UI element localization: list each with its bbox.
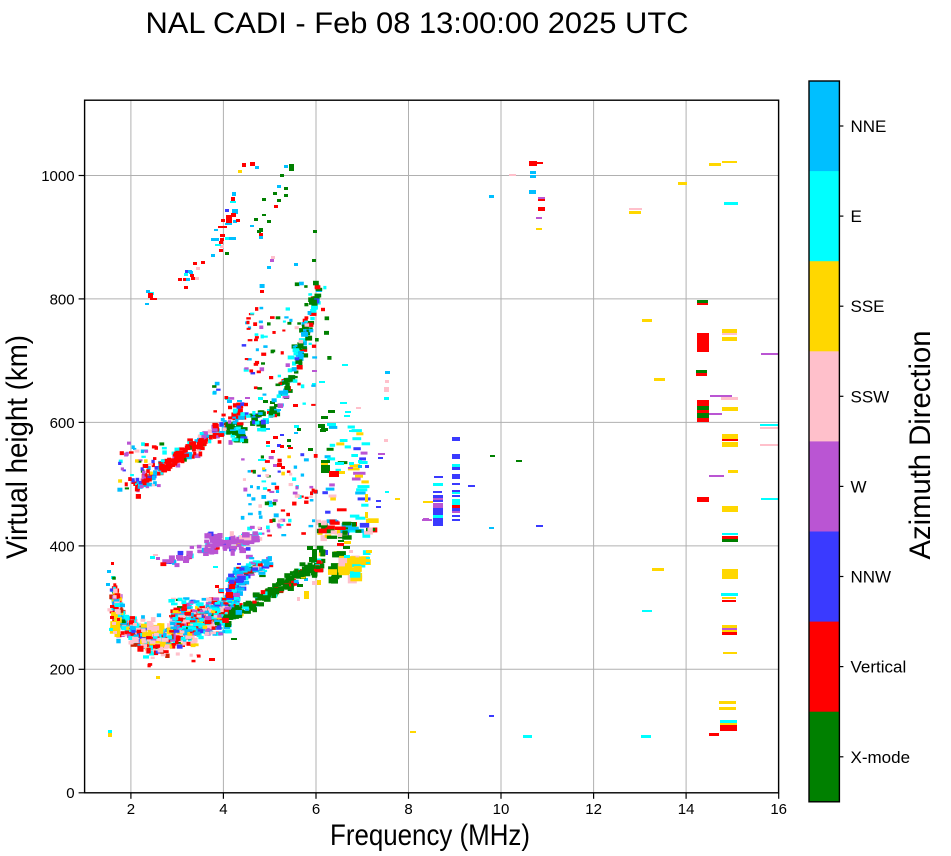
svg-text:600: 600 <box>50 415 75 432</box>
svg-text:4: 4 <box>219 801 227 818</box>
svg-text:8: 8 <box>404 801 412 818</box>
svg-text:400: 400 <box>50 538 75 555</box>
svg-text:W: W <box>851 477 867 496</box>
svg-text:SSW: SSW <box>851 387 890 406</box>
svg-text:NNE: NNE <box>851 117 887 136</box>
svg-text:1000: 1000 <box>41 168 74 185</box>
svg-text:0: 0 <box>66 785 74 802</box>
svg-text:10: 10 <box>493 801 510 818</box>
svg-text:X-mode: X-mode <box>851 748 911 767</box>
svg-text:16: 16 <box>770 801 787 818</box>
svg-text:Azimuth Direction: Azimuth Direction <box>904 331 937 560</box>
svg-text:Vertical: Vertical <box>851 658 907 677</box>
svg-text:2: 2 <box>127 801 135 818</box>
svg-text:SSE: SSE <box>851 297 885 316</box>
svg-text:200: 200 <box>50 662 75 679</box>
svg-text:NNW: NNW <box>851 568 892 587</box>
svg-text:E: E <box>851 207 862 226</box>
svg-text:Frequency (MHz): Frequency (MHz) <box>330 819 530 852</box>
svg-text:6: 6 <box>312 801 320 818</box>
svg-text:12: 12 <box>585 801 602 818</box>
svg-text:Virtual height (km): Virtual height (km) <box>1 335 34 559</box>
svg-text:800: 800 <box>50 291 75 308</box>
svg-text:NAL CADI - Feb 08 13:00:00 202: NAL CADI - Feb 08 13:00:00 2025 UTC <box>146 7 689 40</box>
svg-text:14: 14 <box>678 801 695 818</box>
